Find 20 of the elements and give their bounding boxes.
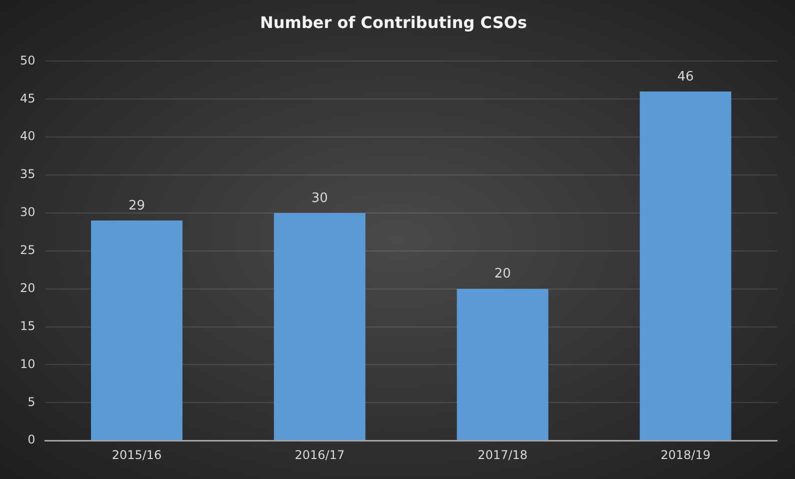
x-tick-label: 2018/19 — [660, 448, 710, 462]
data-label: 20 — [494, 266, 511, 282]
y-tick-label: 0 — [28, 432, 36, 447]
y-tick-label: 35 — [20, 167, 36, 182]
x-tick-label: 2017/18 — [478, 448, 528, 462]
data-label: 29 — [128, 198, 146, 214]
data-label: 30 — [311, 190, 328, 206]
y-tick-label: 50 — [20, 53, 36, 68]
chart-title: Number of Contributing CSOs — [260, 12, 527, 32]
data-label: 46 — [677, 69, 694, 84]
y-tick-label: 25 — [20, 243, 36, 258]
y-tick-label: 10 — [20, 356, 36, 371]
y-tick-label: 15 — [20, 318, 36, 333]
y-tick-label: 20 — [20, 280, 36, 295]
y-tick-label: 30 — [20, 205, 36, 220]
x-tick-label: 2016/17 — [294, 448, 345, 462]
y-tick-label: 40 — [20, 129, 36, 144]
y-tick-label: 45 — [20, 91, 36, 106]
y-tick-label: 5 — [28, 394, 36, 409]
x-tick-label: 2015/16 — [112, 448, 162, 462]
